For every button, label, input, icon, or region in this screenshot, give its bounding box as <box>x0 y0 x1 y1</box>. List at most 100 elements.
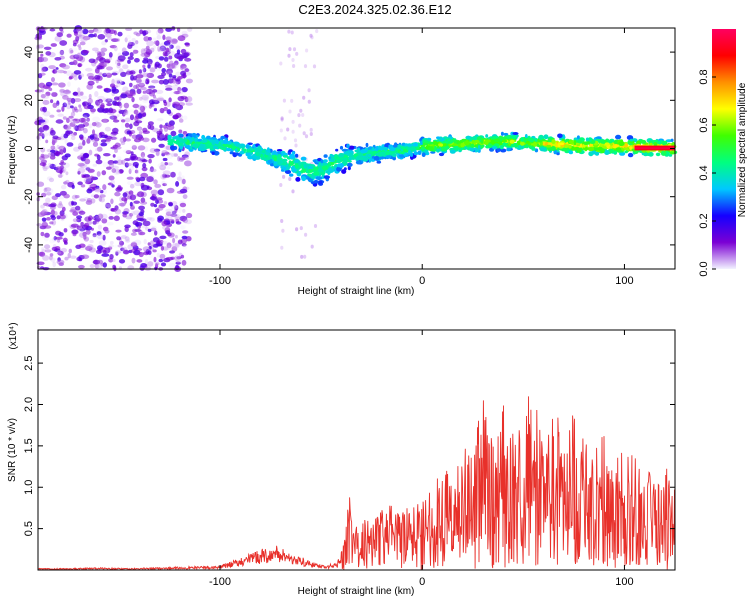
noise-blob <box>66 103 72 110</box>
ridge-blob <box>512 143 516 148</box>
y-tick-label: 0 <box>23 145 35 151</box>
ridge-blob <box>528 137 535 143</box>
noise-blob <box>45 197 51 204</box>
noise-blob <box>157 28 164 34</box>
noise-blob <box>168 97 172 103</box>
noise-blob <box>152 94 156 99</box>
noise-blob <box>77 44 81 48</box>
ridge-blob <box>584 146 588 152</box>
ridge-blob <box>375 145 379 151</box>
noise-blob <box>72 59 78 66</box>
noise-blob <box>44 232 50 238</box>
noise-blob <box>140 182 145 188</box>
noise-blob <box>138 205 146 211</box>
noise-blob <box>165 211 172 217</box>
noise-blob <box>48 65 56 70</box>
noise-blob <box>157 215 165 222</box>
colorbar-tick-label: 0.2 <box>698 213 710 228</box>
noise-blob <box>59 162 67 166</box>
ridge-blob <box>594 151 600 156</box>
noise-blob <box>37 44 44 49</box>
ridge-blob <box>178 133 183 137</box>
noise-blob <box>153 204 158 208</box>
noise-blob <box>133 49 139 54</box>
noise-blob <box>84 158 91 165</box>
noise-blob <box>124 122 130 128</box>
ridge-blob <box>619 151 626 156</box>
ridge-blob <box>362 156 369 162</box>
noise-blob <box>129 201 133 207</box>
noise-blob <box>91 234 99 239</box>
noise-blob <box>131 134 137 140</box>
noise-blob <box>176 76 182 81</box>
noise-blob <box>73 132 77 136</box>
ridge-blob <box>665 139 673 143</box>
ridge-blob <box>313 180 319 184</box>
noise-blob <box>63 239 67 244</box>
noise-blob <box>287 29 291 34</box>
ridge-blob <box>611 149 615 153</box>
ridge-blob <box>318 167 323 172</box>
noise-blob <box>162 157 168 162</box>
snr-y-axis-label: SNR (10 * v/v) <box>7 418 18 482</box>
noise-blob <box>125 138 132 142</box>
noise-blob <box>138 136 145 141</box>
noise-blob <box>109 240 114 245</box>
noise-blob <box>155 263 159 270</box>
noise-blob <box>134 169 138 174</box>
noise-blob <box>146 58 153 65</box>
noise-blob <box>48 162 52 167</box>
noise-blob <box>78 107 83 112</box>
chart-title: C2E3.2024.325.02.36.E12 <box>298 2 451 17</box>
noise-blob <box>114 168 121 174</box>
noise-blob <box>51 246 58 251</box>
noise-blob <box>155 150 160 157</box>
noise-blob <box>166 166 171 170</box>
noise-blob <box>162 51 168 57</box>
noise-blob <box>64 89 72 95</box>
noise-blob <box>160 245 164 251</box>
noise-blob <box>313 224 318 228</box>
noise-blob <box>132 228 138 233</box>
noise-blob <box>141 159 148 163</box>
noise-blob <box>182 208 186 213</box>
noise-blob <box>153 192 160 198</box>
noise-blob <box>105 28 111 34</box>
noise-blob <box>78 74 82 80</box>
noise-blob <box>176 56 185 60</box>
noise-blob <box>48 177 55 183</box>
ridge-blob <box>485 134 489 138</box>
ridge-blob <box>342 159 348 163</box>
noise-blob <box>114 146 122 150</box>
noise-blob <box>141 155 146 160</box>
noise-blob <box>88 215 93 221</box>
noise-blob <box>126 34 132 40</box>
ridge-blob <box>601 148 605 154</box>
noise-blob <box>73 47 77 52</box>
noise-blob <box>69 255 77 259</box>
noise-blob <box>56 251 62 255</box>
noise-blob <box>119 137 127 143</box>
noise-blob <box>95 78 99 84</box>
colorbar-tick-label: 0.0 <box>698 261 710 276</box>
noise-blob <box>141 167 148 172</box>
ridge-blob <box>436 136 441 140</box>
noise-blob <box>138 251 144 258</box>
noise-blob <box>83 105 91 110</box>
noise-blob <box>129 166 134 171</box>
noise-blob <box>135 169 139 174</box>
noise-blob <box>101 218 108 224</box>
noise-blob <box>105 202 111 209</box>
noise-blob <box>177 35 186 42</box>
noise-blob <box>116 38 120 42</box>
ridge-blob <box>444 146 450 149</box>
noise-blob <box>166 109 172 115</box>
noise-blob <box>95 132 100 139</box>
ridge-blob <box>339 145 344 150</box>
noise-blob <box>110 198 114 205</box>
noise-blob <box>82 231 87 237</box>
noise-blob <box>99 197 105 203</box>
noise-blob <box>126 213 131 219</box>
noise-blob <box>110 146 118 150</box>
noise-blob <box>146 176 154 183</box>
